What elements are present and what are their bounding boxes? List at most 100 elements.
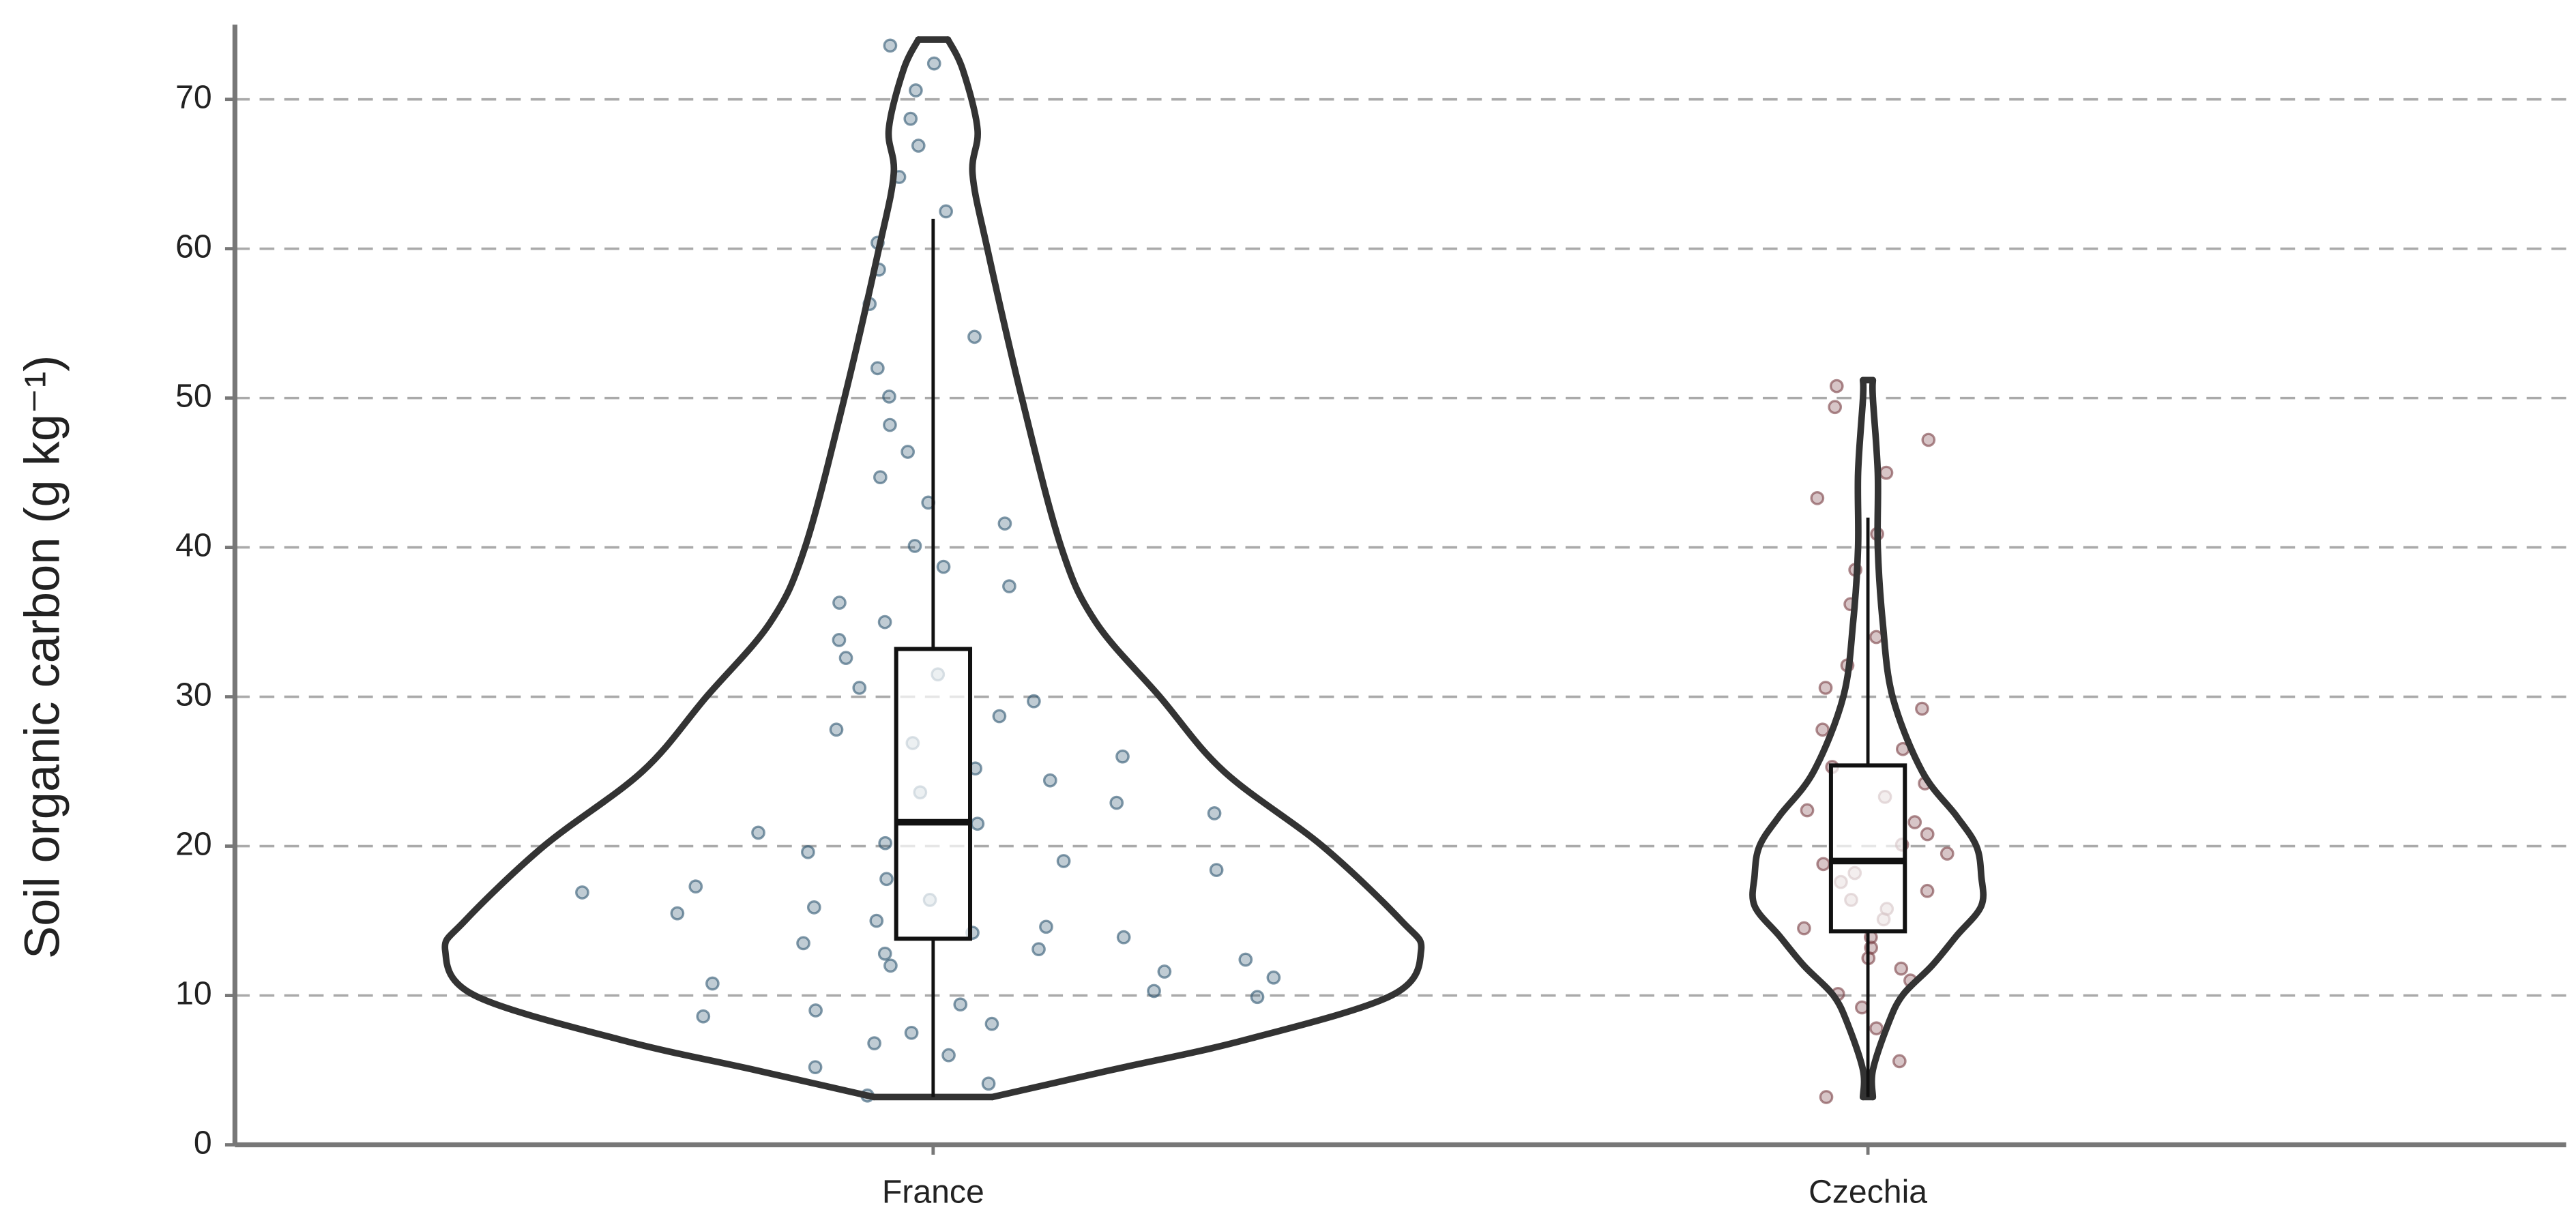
data-point [903, 111, 918, 126]
y-tick-label: 60 [175, 228, 212, 265]
violin-side [1868, 376, 1987, 1101]
data-point [808, 1003, 823, 1018]
data-point [981, 1076, 996, 1091]
data-point [796, 936, 810, 951]
data-point [1207, 806, 1222, 821]
data-point [1920, 883, 1935, 898]
data-point [1907, 815, 1922, 829]
data-point [939, 204, 953, 219]
data-point [967, 329, 982, 344]
data-point [953, 997, 968, 1012]
data-point [1031, 942, 1046, 957]
data-point [838, 651, 853, 666]
data-point [1042, 773, 1057, 788]
x-tick-label: Czechia [1809, 1174, 1927, 1211]
data-point [829, 722, 844, 737]
data-point [1800, 803, 1815, 818]
data-point [926, 56, 941, 71]
data-point [751, 825, 765, 840]
data-point [1039, 919, 1053, 934]
data-point [1818, 681, 1833, 695]
data-point [1250, 990, 1265, 1005]
data-point [688, 879, 703, 894]
data-point [1002, 579, 1016, 593]
data-point [870, 361, 885, 376]
data-point [832, 633, 847, 647]
data-point [904, 1025, 919, 1040]
data-point [1816, 857, 1831, 872]
data-point [997, 516, 1012, 531]
data-point [869, 913, 884, 928]
y-tick-label: 0 [194, 1124, 212, 1161]
data-point [1894, 961, 1909, 976]
data-point [670, 906, 685, 921]
data-point [1056, 854, 1071, 868]
data-point [883, 38, 898, 53]
data-point [909, 83, 923, 98]
data-point [873, 470, 888, 485]
data-point [1157, 964, 1172, 979]
data-point [1829, 379, 1844, 394]
data-point [901, 445, 916, 459]
y-tick-label: 10 [175, 975, 212, 1011]
y-tick-label: 50 [175, 377, 212, 414]
data-point [1815, 722, 1830, 737]
data-point [1915, 701, 1929, 716]
data-point [1869, 1021, 1884, 1036]
box [1828, 763, 1907, 934]
data-point [1266, 970, 1281, 985]
data-point [808, 1060, 823, 1075]
data-point [1116, 930, 1131, 945]
data-point [1027, 694, 1041, 709]
data-point [1879, 465, 1894, 480]
data-point [992, 709, 1007, 724]
data-point [1920, 827, 1935, 842]
data-point [907, 539, 922, 553]
data-point [705, 976, 720, 991]
data-point [883, 958, 898, 973]
data-point [867, 1036, 881, 1050]
data-point [1238, 952, 1253, 967]
data-point [1940, 846, 1955, 861]
data-point [877, 615, 892, 630]
data-point [1147, 984, 1161, 999]
data-point [878, 836, 893, 851]
y-tick-label: 40 [175, 527, 212, 563]
data-point [984, 1016, 999, 1031]
violin-side [944, 36, 1425, 1101]
data-point [1855, 1000, 1869, 1015]
data-point [941, 1048, 956, 1063]
data-point [852, 681, 867, 695]
violin-side [1749, 376, 1868, 1101]
data-point [806, 900, 821, 915]
y-tick-label: 20 [175, 825, 212, 862]
data-point [1209, 863, 1224, 877]
x-tick-label: France [882, 1174, 984, 1211]
data-point [1921, 432, 1936, 447]
data-point [1828, 400, 1843, 415]
violin-side [441, 36, 922, 1101]
y-tick-label: 30 [175, 676, 212, 713]
data-point [832, 595, 847, 610]
data-point [1109, 795, 1124, 810]
data-point [882, 389, 896, 404]
data-point [883, 417, 897, 432]
y-axis-label: Soil organic carbon (g kg⁻¹) [16, 355, 70, 959]
box [894, 647, 973, 941]
data-point [801, 844, 815, 859]
data-point [1819, 1090, 1834, 1104]
data-point [936, 559, 951, 574]
data-point [911, 138, 926, 153]
y-tick-label: 70 [175, 78, 212, 115]
data-point [1115, 749, 1130, 764]
data-point [1810, 490, 1825, 505]
data-point [970, 816, 985, 831]
data-point [696, 1009, 711, 1024]
data-point [877, 946, 892, 961]
data-point [1892, 1054, 1907, 1069]
data-point [575, 885, 589, 900]
data-point [879, 872, 894, 887]
data-point [1797, 921, 1811, 936]
